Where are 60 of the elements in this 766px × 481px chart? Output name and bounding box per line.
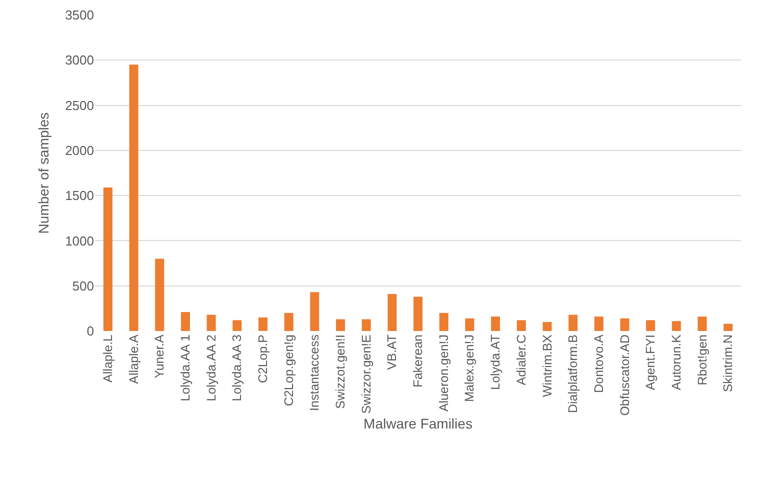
bar xyxy=(310,292,320,331)
bar xyxy=(362,319,371,331)
bar xyxy=(413,296,423,331)
x-tick-label: Adialer.C xyxy=(514,334,528,386)
y-tick-label: 0 xyxy=(86,324,94,339)
x-tick-label: VB.AT xyxy=(385,334,400,370)
bar xyxy=(180,312,190,331)
y-tick-label: 1000 xyxy=(65,233,94,248)
y-tick-label: 500 xyxy=(72,278,94,294)
bar xyxy=(620,318,630,331)
x-tick-label: Agent.FYI xyxy=(644,334,658,390)
x-tick-label: Dontovo.A xyxy=(592,334,606,393)
x-axis-title: Malware Families xyxy=(364,416,472,432)
x-tick-label: Swizzor.gen!E xyxy=(359,334,374,414)
bar xyxy=(542,322,552,331)
bar xyxy=(336,319,345,331)
x-tick-label: Instantaccess xyxy=(308,334,322,411)
y-tick-label: 3000 xyxy=(65,52,94,68)
x-tick-label: Lolyda.AA 2 xyxy=(204,334,218,402)
x-tick-label: Skintrim.N xyxy=(721,334,736,392)
x-tick-label: Yuner.A xyxy=(152,334,167,378)
x-tick-label: C2Lop.gen!g xyxy=(282,334,296,406)
x-tick-label: C2Lop.P xyxy=(256,334,270,384)
x-tick-label: Allaple.L xyxy=(100,334,115,382)
bar xyxy=(155,258,164,331)
x-tick-label: Rbot!gen xyxy=(695,334,710,386)
x-tick-label: Autorun.K xyxy=(669,334,684,390)
x-tick-label: Allaple.A xyxy=(126,334,141,384)
x-tick-label: Lolyda.AT xyxy=(488,334,503,390)
bar xyxy=(103,187,112,331)
x-tick-label: Wintrim.BX xyxy=(540,334,554,397)
bar xyxy=(439,312,448,331)
bar xyxy=(516,320,526,331)
bar xyxy=(465,318,474,331)
x-tick-label: Swizzot.gen!I xyxy=(334,334,348,409)
bar xyxy=(232,320,242,331)
bar xyxy=(206,314,216,331)
y-tick-label: 3500 xyxy=(65,8,94,23)
bar xyxy=(646,320,656,331)
x-tick-label: Lolyda.AA 1 xyxy=(178,334,193,402)
y-tick-label: 2500 xyxy=(65,98,94,113)
bar xyxy=(724,324,733,331)
bar xyxy=(491,316,500,331)
x-tick-label: Lolyda.AA 3 xyxy=(230,334,244,402)
y-tick-label: 1500 xyxy=(65,188,94,204)
bar xyxy=(568,314,578,331)
x-tick-label: Alueron.gen!J xyxy=(436,334,451,412)
bar xyxy=(388,294,397,331)
bar xyxy=(258,317,268,331)
bar xyxy=(129,64,138,331)
y-tick-label: 2000 xyxy=(65,142,94,158)
x-tick-label: Malex.gen!J xyxy=(462,334,477,402)
bar xyxy=(672,321,681,331)
y-axis-title: Number of samples xyxy=(36,112,52,234)
bar xyxy=(698,316,707,331)
bar xyxy=(594,316,604,331)
x-tick-label: Obfuscator.AD xyxy=(618,334,632,416)
bar xyxy=(284,312,294,331)
x-tick-label: Dialplatform.B xyxy=(566,334,580,413)
x-tick-label: Fakerean xyxy=(411,334,426,388)
